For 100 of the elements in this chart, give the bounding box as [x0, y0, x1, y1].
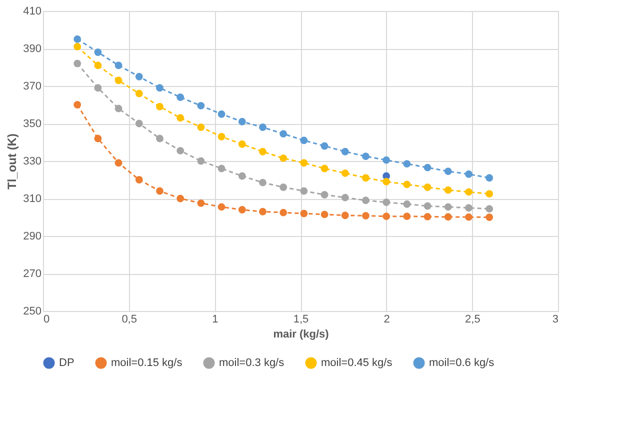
point — [280, 208, 288, 216]
point — [259, 208, 266, 216]
point — [444, 168, 452, 176]
legend-label: moil=0.45 kg/s — [321, 357, 393, 369]
point — [424, 164, 432, 172]
point — [444, 213, 452, 221]
point — [341, 194, 349, 202]
point — [403, 212, 411, 220]
point — [424, 202, 432, 210]
point — [74, 42, 82, 50]
point — [486, 214, 494, 221]
point — [114, 76, 122, 84]
point — [238, 206, 246, 214]
point — [94, 48, 102, 56]
point — [300, 187, 308, 195]
point — [197, 199, 205, 207]
point — [486, 174, 494, 182]
legend-label: moil=0.15 kg/s — [111, 357, 183, 369]
point — [176, 194, 184, 202]
point — [114, 62, 122, 70]
point — [135, 72, 143, 80]
point — [320, 210, 328, 218]
point — [403, 200, 411, 208]
point — [135, 176, 143, 184]
x-tick-label: 2,5 — [465, 314, 480, 326]
point — [280, 154, 288, 162]
point — [486, 205, 494, 213]
point — [362, 196, 370, 204]
point — [320, 164, 328, 172]
point — [197, 102, 205, 110]
y-tick-label: 370 — [23, 80, 42, 92]
point — [176, 94, 184, 101]
y-tick-label: 390 — [23, 43, 42, 55]
point — [280, 130, 288, 138]
point — [176, 146, 184, 154]
point — [197, 157, 205, 165]
point — [320, 191, 328, 198]
point — [341, 169, 349, 177]
point — [135, 90, 143, 98]
point — [403, 180, 411, 188]
legend-label: DP — [59, 357, 74, 369]
x-tick-label: 3 — [552, 314, 558, 326]
y-tick-label: 410 — [23, 6, 42, 18]
point — [341, 148, 349, 156]
point — [403, 160, 411, 168]
point — [135, 120, 143, 128]
legend-label: moil=0.3 kg/s — [219, 357, 285, 369]
point — [382, 198, 390, 206]
point — [362, 212, 370, 220]
point — [74, 35, 82, 43]
point — [259, 124, 266, 131]
x-tick-label: 0 — [44, 314, 50, 326]
point — [238, 172, 246, 180]
point — [300, 210, 308, 218]
point — [197, 124, 205, 131]
point — [444, 203, 452, 211]
point — [300, 136, 308, 144]
point — [280, 184, 288, 191]
point — [74, 60, 82, 68]
point — [156, 84, 164, 92]
x-axis-title: mair (kg/s) — [273, 328, 330, 340]
legend-label: moil=0.6 kg/s — [429, 357, 495, 369]
point — [424, 212, 432, 220]
point — [486, 190, 494, 198]
point — [114, 104, 122, 112]
point — [465, 188, 472, 196]
point — [218, 164, 226, 172]
y-tick-label: 310 — [23, 193, 42, 205]
point — [465, 170, 472, 178]
y-tick-label: 330 — [23, 156, 42, 168]
point — [382, 156, 390, 164]
point — [176, 114, 184, 122]
y-tick-label: 290 — [23, 230, 42, 242]
point — [341, 212, 349, 220]
point — [382, 212, 390, 220]
x-tick-label: 0,5 — [122, 314, 137, 326]
point — [465, 213, 472, 221]
y-axis-title: Tl_out (K) — [5, 134, 20, 190]
point — [218, 132, 226, 140]
x-tick-label: 1 — [212, 314, 218, 326]
point — [320, 142, 328, 150]
x-tick-label: 2 — [384, 314, 390, 326]
point — [94, 134, 102, 142]
point — [156, 134, 164, 142]
point — [74, 101, 82, 108]
y-tick-label: 350 — [23, 118, 42, 130]
point — [382, 178, 390, 186]
point — [424, 184, 432, 191]
point — [114, 159, 122, 167]
point — [238, 118, 246, 126]
point — [259, 178, 266, 186]
point — [444, 186, 452, 194]
point — [362, 174, 370, 182]
point — [465, 204, 472, 212]
point — [94, 84, 102, 92]
x-tick-label: 1,5 — [293, 314, 309, 326]
point — [238, 140, 246, 148]
point — [94, 62, 102, 70]
point — [259, 148, 266, 156]
point — [156, 102, 164, 110]
